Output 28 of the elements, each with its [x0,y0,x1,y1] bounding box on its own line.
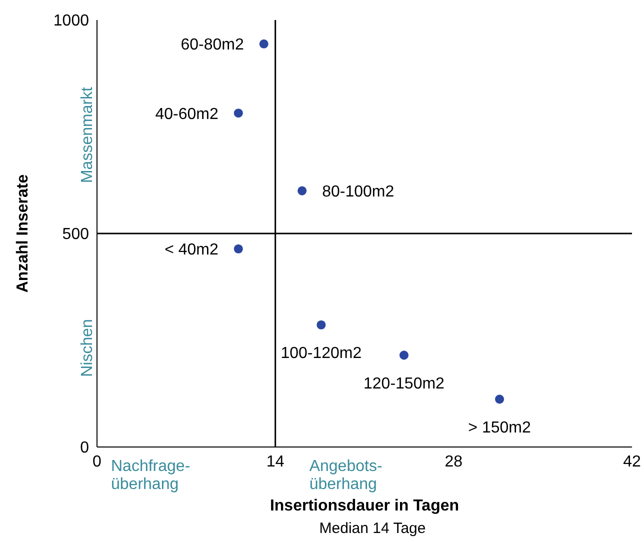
text: Median 14 Tage [319,520,426,537]
point [316,320,326,330]
text: Nischen [79,319,97,378]
annotation: 80-100m2 [322,183,394,200]
annotation: 40-60m2 [155,106,218,123]
text: Massenmarkt [79,86,97,183]
annotation: 120-150m2 [364,376,445,393]
y-tick-label: 500 [62,226,90,244]
x-tick-label: 14 [266,453,284,470]
x-axis-title: Insertionsdauer in Tagen [270,497,460,514]
text: Nachfrage- überhang [111,458,190,494]
x-tick-label: 42 [623,453,641,470]
annotation: 60-80m2 [180,36,244,54]
annotation: < 40m2 [164,242,218,259]
y-tick-label: 1000 [53,12,90,30]
point [234,108,243,118]
point [399,350,408,360]
text: Angebots- überhang [309,458,382,494]
x-tick-label: 0 [92,453,102,470]
y-tick-label: 0 [80,440,90,457]
point [298,186,307,196]
annotation: 100-120m2 [280,345,362,362]
point [234,244,243,254]
y-axis-title: Anzahl Inserate [14,174,32,293]
point [495,394,504,404]
point [259,39,268,48]
annotation: > 150m2 [468,420,531,437]
x-tick-label: 28 [444,453,463,470]
